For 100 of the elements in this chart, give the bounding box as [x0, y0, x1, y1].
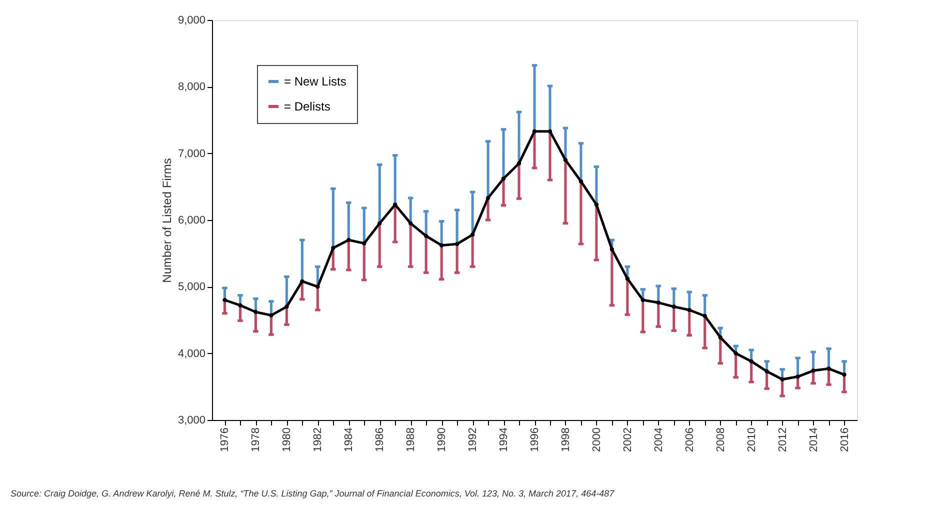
bar — [548, 86, 552, 132]
point — [222, 298, 227, 302]
x-tick-label: 1986 — [374, 428, 386, 452]
point — [826, 366, 831, 371]
bar — [580, 181, 582, 244]
bar — [518, 163, 520, 199]
bar — [518, 112, 520, 164]
x-tick-label: 1984 — [343, 428, 356, 452]
point — [269, 313, 274, 318]
y-tick-label: 8,000 — [178, 81, 206, 94]
x-tick-label: 1978 — [250, 428, 262, 452]
bar — [533, 131, 536, 168]
bar — [548, 131, 552, 180]
point — [625, 276, 630, 281]
bar — [440, 245, 443, 280]
point — [470, 232, 475, 237]
point — [501, 176, 506, 181]
point — [532, 129, 537, 134]
point — [796, 374, 800, 379]
source-note: Source: Craig Doidge, G. Andrew Karolyi, René M. Stulz, “The U.S. Listing Gap,” Journal of Financial Economics, Vol. 123, No. 3, March 2017, 464-487 — [10, 488, 616, 498]
point — [640, 298, 646, 302]
x-tick-label: 2010 — [746, 428, 758, 452]
point — [408, 221, 413, 226]
point — [610, 247, 614, 252]
y-tick-label: 6,000 — [178, 214, 206, 226]
bar — [409, 223, 412, 267]
y-tick-label: 7,000 — [178, 148, 206, 160]
point — [687, 308, 692, 312]
x-tick-label: 2004 — [652, 428, 665, 452]
legend-label: = New Lists — [284, 74, 346, 88]
x-tick-label: 2014 — [808, 428, 820, 452]
point — [718, 335, 722, 340]
x-tick-label: 1998 — [560, 428, 572, 452]
x-tick-label: 1988 — [405, 428, 418, 452]
point — [656, 300, 661, 305]
point — [439, 243, 444, 248]
bar — [332, 188, 334, 248]
point — [749, 359, 754, 364]
bar — [610, 249, 614, 306]
y-tick-label: 5,000 — [178, 281, 206, 294]
point — [516, 161, 522, 166]
point — [672, 304, 676, 309]
point — [284, 304, 289, 309]
y-axis-title: Number of Listed Firms — [160, 158, 174, 283]
point — [346, 238, 351, 242]
bar — [502, 129, 505, 179]
bar — [486, 141, 490, 198]
bar — [347, 240, 350, 270]
point — [734, 351, 738, 356]
point — [811, 368, 816, 373]
bar — [471, 234, 474, 267]
x-tick-label: 1982 — [312, 428, 324, 452]
x-tick-label: 2006 — [684, 428, 696, 452]
bar — [394, 155, 396, 205]
point — [780, 377, 784, 382]
point — [563, 158, 568, 162]
bar — [626, 278, 629, 315]
x-tick-label: 2000 — [590, 428, 603, 452]
x-tick-label: 1992 — [467, 428, 480, 452]
point — [764, 369, 769, 374]
point — [842, 372, 846, 377]
bar — [362, 243, 366, 280]
point — [454, 242, 460, 246]
point — [702, 314, 707, 318]
bar — [378, 223, 381, 267]
point — [316, 284, 320, 289]
bar — [378, 164, 381, 224]
legend-label: = Delists — [284, 100, 330, 114]
bar — [580, 143, 582, 182]
bar — [300, 240, 304, 282]
x-tick-label: 2012 — [776, 428, 789, 452]
bar — [642, 300, 644, 332]
point — [548, 129, 552, 134]
point — [378, 221, 382, 226]
point — [331, 246, 336, 250]
x-tick-label: 1996 — [529, 428, 541, 452]
bar — [564, 160, 567, 224]
x-tick-label: 1994 — [498, 428, 510, 452]
bar — [347, 202, 350, 240]
x-tick-label: 2016 — [838, 428, 851, 452]
point — [578, 179, 584, 184]
bar — [424, 236, 428, 273]
y-tick-label: 9,000 — [178, 14, 206, 26]
bar — [533, 65, 536, 132]
bar — [456, 210, 458, 244]
point — [238, 303, 242, 308]
point — [254, 310, 258, 314]
point — [594, 202, 599, 207]
point — [424, 234, 428, 238]
y-tick-label: 4,000 — [178, 348, 206, 360]
y-tick-label: 3,000 — [178, 414, 206, 426]
x-tick-label: 2008 — [714, 428, 727, 452]
bar — [595, 204, 598, 260]
point — [300, 279, 304, 284]
bar — [394, 204, 396, 242]
x-tick-label: 1980 — [281, 428, 294, 452]
x-tick-label: 2002 — [622, 428, 634, 452]
point — [362, 241, 366, 246]
x-tick-label: 1990 — [436, 428, 448, 452]
point — [486, 196, 490, 200]
